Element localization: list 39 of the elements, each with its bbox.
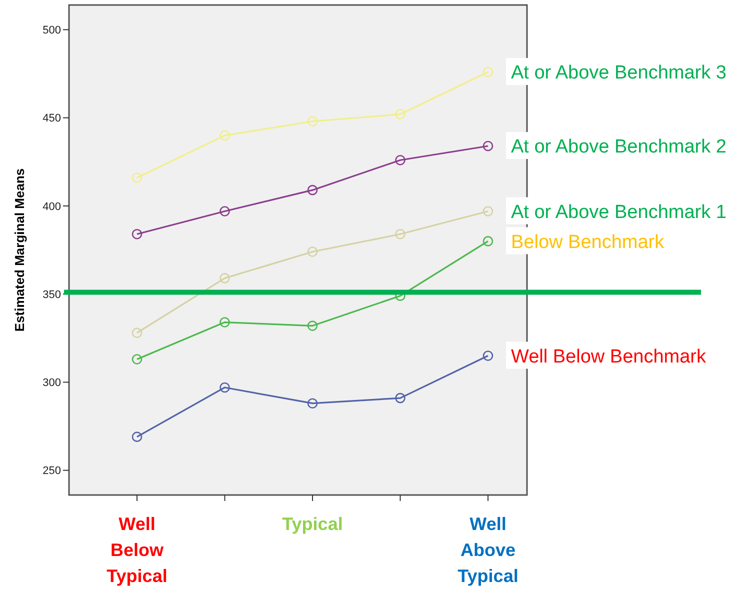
point [482, 236, 494, 246]
point [220, 317, 230, 328]
series-label: At or Above Benchmark 3 [511, 62, 726, 84]
point [307, 184, 318, 196]
x-tick-label: Well Below Typical [106, 514, 168, 586]
point [482, 206, 494, 216]
point [132, 172, 142, 183]
point [395, 109, 406, 120]
point [132, 354, 142, 364]
series-label: At or Above Benchmark 2 [511, 136, 726, 158]
point [307, 398, 318, 408]
point [132, 228, 142, 240]
point [307, 320, 318, 331]
x-tick-label: Typical [282, 514, 343, 534]
series-label: Below Benchmark [511, 232, 665, 253]
point [307, 116, 318, 126]
point [307, 246, 318, 257]
y-tick-label: 500 [42, 24, 61, 37]
y-tick-label: 350 [42, 288, 61, 301]
y-tick-label: 450 [42, 112, 61, 125]
y-tick-label: 250 [42, 465, 61, 478]
y-axis-title: Estimated Marginal Means [12, 168, 27, 332]
series-label: Well Below Benchmark [511, 346, 706, 368]
y-tick-label: 400 [42, 200, 61, 213]
point [220, 130, 230, 141]
point [395, 392, 406, 404]
point [395, 154, 406, 166]
point [220, 273, 230, 284]
point [132, 432, 142, 442]
x-tick-label: Well Above Typical [458, 514, 518, 586]
y-tick-label: 300 [42, 377, 61, 390]
point [482, 66, 494, 78]
point [395, 228, 406, 240]
point [482, 140, 494, 152]
series-label: At or Above Benchmark 1 [511, 202, 726, 223]
point [220, 382, 230, 393]
point [132, 328, 142, 338]
point [220, 206, 230, 216]
point [482, 350, 494, 361]
